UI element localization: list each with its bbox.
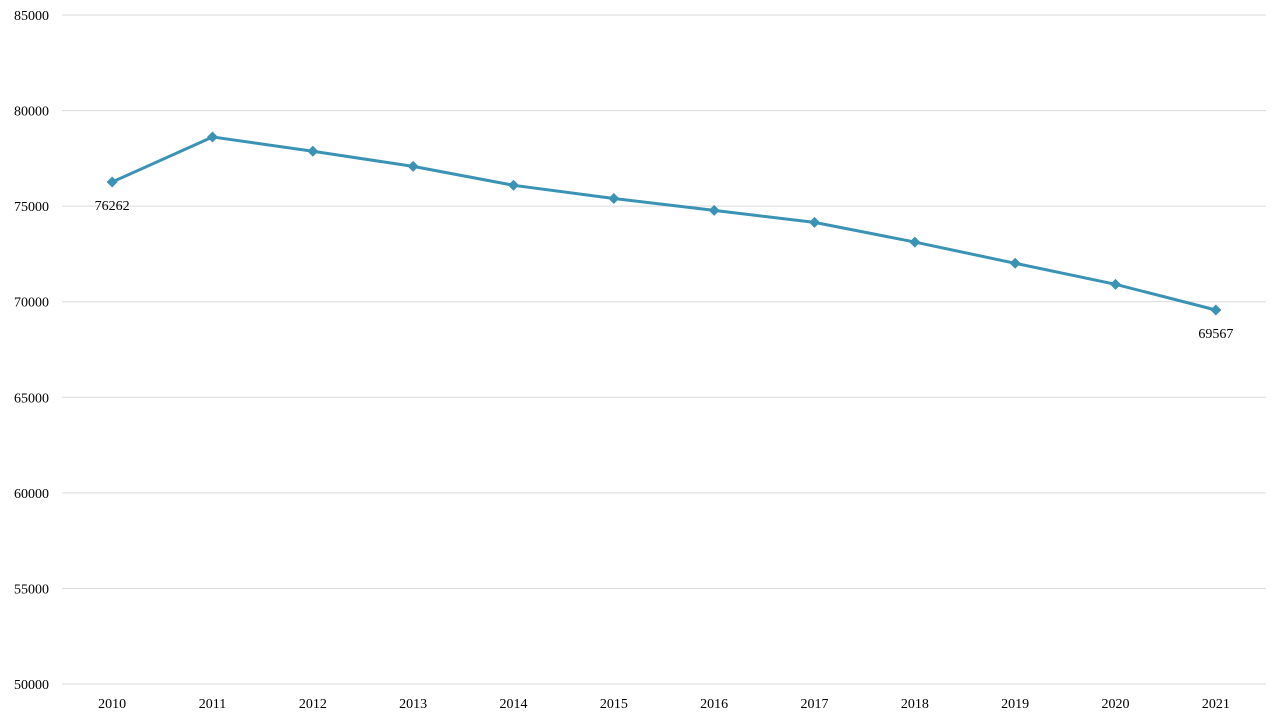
marker-layer [106,131,1222,316]
data-point-marker [307,145,319,157]
x-tick-label: 2018 [901,697,929,712]
series-line [110,135,1218,312]
x-tick-label: 2013 [399,697,427,712]
x-tick-label: 2017 [801,697,829,712]
x-tick-label: 2011 [199,697,226,712]
data-point-marker [809,216,820,228]
y-tick-label: 85000 [14,9,49,24]
x-tick-label: 2019 [1001,697,1029,712]
data-point-marker [407,160,419,172]
x-axis-ticks: 2010 2011 2012 2013 2014 2015 2016 2017 2018 2019… [98,697,1230,712]
x-tick-label: 2012 [299,697,327,712]
data-point-marker [508,179,519,191]
data-point-marker [207,131,218,143]
gridlines [62,14,1266,685]
data-point-marker [708,204,720,216]
data-label: 69567 [1198,327,1233,342]
data-label: 76262 [95,199,130,214]
y-tick-label: 60000 [14,487,49,502]
data-point-marker [1210,304,1222,316]
x-tick-label: 2016 [700,697,728,712]
data-point-marker [909,236,921,248]
series-layer [110,135,1218,312]
y-tick-label: 80000 [14,105,49,120]
y-tick-label: 50000 [14,678,49,693]
data-point-marker [608,192,620,204]
x-tick-label: 2021 [1202,697,1230,712]
x-tick-label: 2010 [98,697,126,712]
y-tick-label: 70000 [14,296,49,311]
x-tick-label: 2014 [500,697,528,712]
y-tick-label: 65000 [14,391,49,406]
data-point-marker [1110,278,1121,290]
data-label-layer: 76262 69567 [95,199,1234,342]
y-axis-ticks: 50000 55000 60000 65000 70000 75000 80000 85000 [14,9,49,693]
x-tick-label: 2015 [600,697,628,712]
data-point-marker [1009,257,1021,269]
y-tick-label: 75000 [14,200,49,215]
y-tick-label: 55000 [14,582,49,597]
x-tick-label: 2020 [1102,697,1130,712]
data-point-marker [106,176,118,188]
